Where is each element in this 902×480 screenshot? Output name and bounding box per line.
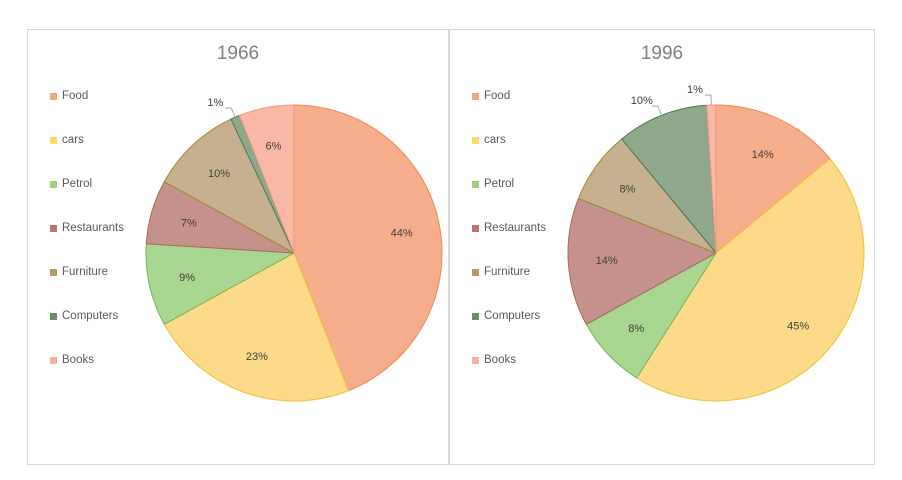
legend-label: Food [484, 90, 511, 102]
legend-swatch [50, 269, 57, 276]
legend-swatch [472, 137, 479, 144]
legend-label: Books [62, 354, 94, 366]
data-label-restaurants: 7% [181, 217, 197, 229]
pie-slice-restaurants [567, 198, 717, 325]
chart-panel-1996: 1996 Food cars Petrol Restaurants Furnit… [449, 29, 875, 465]
legend-swatch [50, 93, 57, 100]
legend-swatch [50, 313, 57, 320]
data-label-restaurants: 14% [596, 255, 618, 267]
data-label-cars: 45% [787, 320, 809, 332]
data-label-furniture: 10% [208, 168, 230, 180]
chart-panel-1966: 1966 Food cars Petrol Restaurants Furnit… [27, 29, 449, 465]
leader-line-computers [225, 107, 236, 118]
pie-chart-1996: 14% 45% 8% 14% 8% 10% 1% [567, 84, 865, 402]
legend-label: Restaurants [484, 222, 547, 234]
legend-swatch [472, 269, 479, 276]
pie-slice-cars [163, 252, 349, 402]
legend-label: Petrol [62, 178, 93, 190]
legend-label: Furniture [484, 266, 531, 278]
legend-swatch [50, 137, 57, 144]
legend-swatch [472, 93, 479, 100]
legend-label: Food [62, 90, 89, 102]
legend-label: cars [484, 134, 506, 146]
legend-swatch [472, 313, 479, 320]
data-label-cars: 23% [246, 351, 268, 363]
leader-line-computers [651, 105, 662, 116]
pie-slice-food [293, 104, 443, 392]
legend-label: Furniture [62, 266, 109, 278]
legend-label: Petrol [484, 178, 515, 190]
data-label-books: 6% [266, 140, 282, 152]
pie-slice-books [239, 104, 295, 254]
data-label-books: 1% [687, 84, 703, 96]
data-label-petrol: 8% [628, 323, 644, 335]
data-label-computers: 10% [631, 95, 653, 107]
pie-chart-1966: 44% 23% 9% 7% 10% 1% 6% [145, 97, 443, 402]
legend-swatch [472, 357, 479, 364]
legend-swatch [472, 225, 479, 232]
legend-label: Computers [484, 310, 541, 322]
legend-swatch [50, 225, 57, 232]
data-label-food: 14% [752, 149, 774, 161]
legend-swatch [50, 181, 57, 188]
pie-slice-cars [636, 158, 865, 402]
chart-title: 1996 [640, 43, 684, 64]
legend-label: Computers [62, 310, 119, 322]
leader-line-books [705, 94, 712, 106]
legend-swatch [50, 357, 57, 364]
legend-label: Restaurants [62, 222, 125, 234]
chart-title: 1966 [216, 43, 260, 64]
pie-slice-food [715, 104, 831, 254]
data-label-petrol: 9% [179, 272, 195, 284]
data-label-furniture: 8% [619, 184, 635, 196]
data-label-computers: 1% [207, 97, 223, 109]
data-label-food: 44% [391, 228, 413, 240]
legend-label: cars [62, 134, 84, 146]
legend-swatch [472, 181, 479, 188]
pie-slice-furniture [163, 118, 295, 254]
legend-label: Books [484, 354, 516, 366]
pie-slice-petrol [145, 243, 295, 325]
